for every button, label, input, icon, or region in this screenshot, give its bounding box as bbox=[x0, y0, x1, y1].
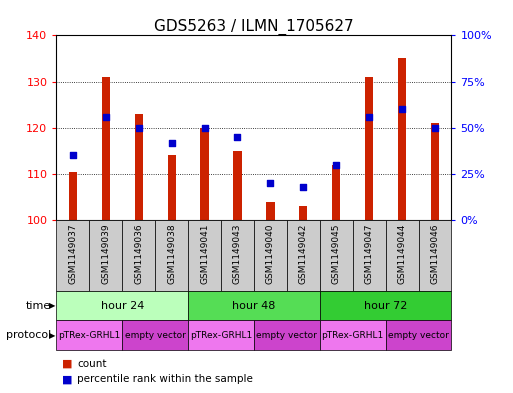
Text: GSM1149042: GSM1149042 bbox=[299, 224, 308, 284]
Bar bbox=[168, 156, 176, 220]
Point bbox=[431, 125, 439, 131]
Title: GDS5263 / ILMN_1705627: GDS5263 / ILMN_1705627 bbox=[154, 19, 354, 35]
Text: GSM1149039: GSM1149039 bbox=[101, 224, 110, 284]
Bar bbox=[56, 320, 122, 350]
Bar bbox=[201, 128, 209, 220]
Text: hour 48: hour 48 bbox=[232, 301, 275, 310]
Point bbox=[69, 152, 77, 159]
Point bbox=[134, 125, 143, 131]
Text: hour 72: hour 72 bbox=[364, 301, 407, 310]
Text: empty vector: empty vector bbox=[125, 331, 186, 340]
Bar bbox=[365, 77, 373, 220]
Text: hour 24: hour 24 bbox=[101, 301, 144, 310]
Text: GSM1149041: GSM1149041 bbox=[200, 224, 209, 284]
Text: GSM1149040: GSM1149040 bbox=[266, 224, 275, 284]
Bar bbox=[431, 123, 439, 220]
Text: pTRex-GRHL1: pTRex-GRHL1 bbox=[190, 331, 252, 340]
Text: GSM1149037: GSM1149037 bbox=[68, 224, 77, 284]
Text: empty vector: empty vector bbox=[388, 331, 449, 340]
Text: time: time bbox=[26, 301, 51, 310]
Text: protocol: protocol bbox=[6, 330, 51, 340]
Text: GSM1149043: GSM1149043 bbox=[233, 224, 242, 284]
Bar bbox=[188, 220, 221, 291]
Bar bbox=[266, 202, 274, 220]
Bar bbox=[320, 320, 386, 350]
Bar bbox=[386, 220, 419, 291]
Point bbox=[398, 106, 406, 112]
Bar bbox=[122, 320, 188, 350]
Bar bbox=[320, 291, 451, 320]
Point bbox=[168, 140, 176, 146]
Point bbox=[365, 114, 373, 120]
Text: ▶: ▶ bbox=[49, 331, 55, 340]
Bar bbox=[419, 220, 451, 291]
Text: GSM1149046: GSM1149046 bbox=[430, 224, 440, 284]
Text: ■: ■ bbox=[62, 374, 72, 384]
Text: pTRex-GRHL1: pTRex-GRHL1 bbox=[58, 331, 121, 340]
Bar bbox=[122, 220, 155, 291]
Text: GSM1149036: GSM1149036 bbox=[134, 224, 143, 284]
Text: empty vector: empty vector bbox=[256, 331, 317, 340]
Bar bbox=[69, 172, 77, 220]
Point bbox=[233, 134, 242, 140]
Bar bbox=[221, 220, 254, 291]
Bar bbox=[398, 59, 406, 220]
Point bbox=[332, 162, 340, 168]
Point bbox=[102, 114, 110, 120]
Point bbox=[299, 184, 307, 190]
Bar bbox=[254, 220, 287, 291]
Bar bbox=[320, 220, 353, 291]
Bar bbox=[155, 220, 188, 291]
Point bbox=[266, 180, 274, 186]
Bar bbox=[102, 77, 110, 220]
Bar bbox=[134, 114, 143, 220]
Bar bbox=[386, 320, 451, 350]
Text: ■: ■ bbox=[62, 358, 72, 369]
Bar bbox=[89, 220, 122, 291]
Bar bbox=[56, 291, 188, 320]
Text: GSM1149047: GSM1149047 bbox=[365, 224, 373, 284]
Text: GSM1149044: GSM1149044 bbox=[398, 224, 407, 284]
Bar bbox=[233, 151, 242, 220]
Bar bbox=[254, 320, 320, 350]
Bar bbox=[353, 220, 386, 291]
Text: percentile rank within the sample: percentile rank within the sample bbox=[77, 374, 253, 384]
Bar bbox=[332, 165, 340, 220]
Point bbox=[201, 125, 209, 131]
Bar bbox=[299, 206, 307, 220]
Text: count: count bbox=[77, 358, 107, 369]
Text: GSM1149045: GSM1149045 bbox=[332, 224, 341, 284]
Bar bbox=[56, 220, 89, 291]
Bar bbox=[188, 291, 320, 320]
Text: pTRex-GRHL1: pTRex-GRHL1 bbox=[322, 331, 384, 340]
Text: GSM1149038: GSM1149038 bbox=[167, 224, 176, 284]
Bar bbox=[188, 320, 254, 350]
Text: ▶: ▶ bbox=[49, 301, 55, 310]
Bar bbox=[287, 220, 320, 291]
